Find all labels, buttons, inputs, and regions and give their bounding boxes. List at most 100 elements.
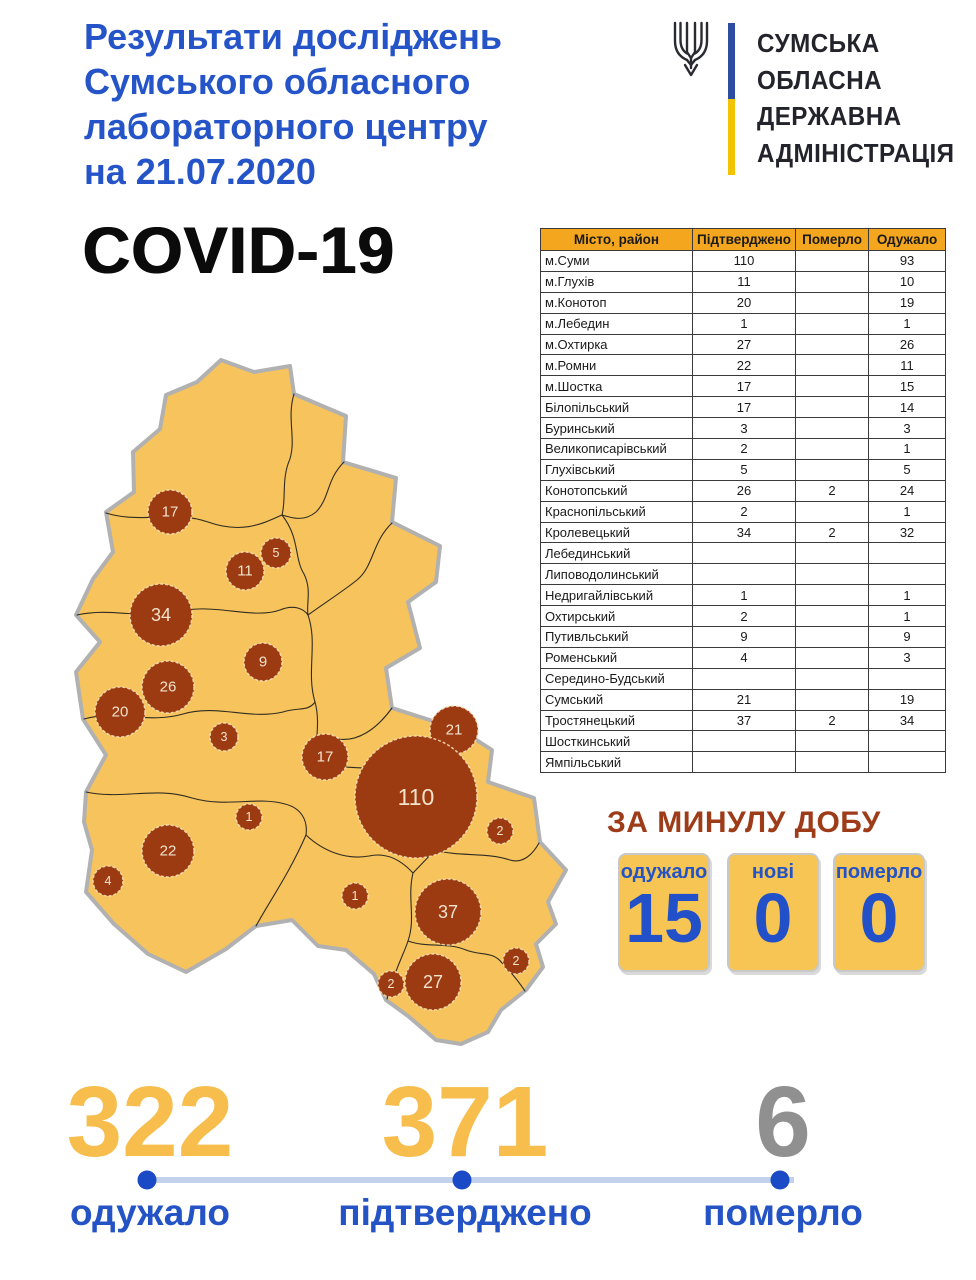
column-header-confirmed: Підтверджено	[691, 228, 797, 251]
district-name-cell: Шосткинський	[540, 730, 693, 753]
case-bubble: 20	[94, 686, 146, 738]
total-value: 371	[381, 1066, 549, 1178]
table-row: Середино-Будський	[540, 667, 947, 690]
value-cell: 11	[868, 354, 947, 377]
district-name-cell: Охтирський	[540, 605, 693, 628]
lastday-card-value: 15	[625, 879, 703, 957]
district-name-cell: Кролевецький	[540, 521, 693, 544]
value-cell	[795, 667, 870, 690]
logo-line-3: ДЕРЖАВНА	[757, 101, 902, 131]
column-header-died: Померло	[795, 228, 870, 251]
bubble-value-label: 4	[105, 874, 112, 888]
district-name-cell: м.Охтирка	[540, 333, 693, 356]
district-name-cell: Роменський	[540, 646, 693, 669]
value-cell: 37	[691, 709, 797, 732]
bubble-value-label: 20	[112, 704, 129, 721]
title-line-3: лабораторного центру	[84, 106, 488, 147]
table-row: м.Охтирка 27 26	[540, 333, 947, 356]
case-bubble: 27	[404, 953, 462, 1011]
table-row: Конотопський 26 2 24	[540, 479, 947, 502]
district-name-cell: м.Шостка	[540, 375, 693, 398]
district-name-cell: Середино-Будський	[540, 667, 693, 690]
case-bubble: 5	[260, 537, 292, 569]
value-cell	[795, 270, 870, 293]
district-name-cell: м.Суми	[540, 250, 693, 272]
value-cell: 19	[868, 688, 947, 711]
district-name-cell: Білопільський	[540, 396, 693, 419]
bubble-value-label: 22	[160, 843, 177, 860]
value-cell: 1	[868, 500, 947, 523]
value-cell	[691, 751, 797, 774]
district-name-cell: Конотопський	[540, 479, 693, 502]
administration-logo-text: СУМСЬКА ОБЛАСНА ДЕРЖАВНА АДМІНІСТРАЦІЯ	[757, 25, 955, 171]
table-row: Охтирський 2 1	[540, 605, 947, 628]
case-bubble: 34	[129, 583, 193, 647]
lastday-card-label: померло	[835, 861, 923, 883]
table-row: Кролевецький 34 2 32	[540, 521, 947, 544]
table-row: м.Конотоп 20 19	[540, 291, 947, 314]
table-row: Тростянецький 37 2 34	[540, 709, 947, 732]
district-name-cell: м.Конотоп	[540, 291, 693, 314]
page-title: Результати досліджень Сумського обласног…	[84, 14, 502, 194]
total-value: 322	[66, 1066, 234, 1178]
value-cell: 17	[691, 396, 797, 419]
value-cell: 9	[691, 626, 797, 648]
district-name-cell: Великописарівський	[540, 438, 693, 460]
case-bubble: 2	[502, 947, 530, 975]
value-cell: 3	[868, 417, 947, 440]
value-cell	[795, 646, 870, 669]
bubble-value-label: 2	[497, 824, 504, 838]
case-bubble: 3	[209, 722, 239, 752]
value-cell: 2	[691, 500, 797, 523]
value-cell: 9	[868, 626, 947, 648]
table-row: Буринський 3 3	[540, 417, 947, 440]
value-cell: 19	[868, 291, 947, 314]
total-value: 6	[755, 1066, 811, 1178]
lastday-card-value: 0	[859, 879, 899, 957]
table-row: Великописарівський 2 1	[540, 438, 947, 460]
value-cell	[795, 396, 870, 419]
case-bubble: 37	[414, 878, 482, 946]
value-cell: 5	[691, 458, 797, 481]
bubble-value-label: 11	[237, 563, 253, 580]
value-cell	[795, 605, 870, 628]
value-cell: 34	[868, 709, 947, 732]
value-cell	[795, 354, 870, 377]
logo-line-4: АДМІНІСТРАЦІЯ	[757, 137, 955, 168]
lastday-card-label: одужало	[620, 861, 708, 883]
bubble-value-label: 9	[259, 654, 267, 671]
case-bubble: 22	[141, 824, 195, 878]
district-name-cell: Глухівський	[540, 458, 693, 481]
value-cell: 3	[868, 646, 947, 669]
bubble-value-label: 1	[246, 810, 253, 824]
district-name-cell: м.Глухів	[540, 270, 693, 293]
value-cell	[795, 730, 870, 753]
value-cell	[795, 542, 870, 565]
case-bubble: 9	[243, 642, 283, 682]
value-cell: 1	[691, 312, 797, 335]
table-row: м.Лебедин 1 1	[540, 312, 947, 335]
value-cell: 110	[691, 250, 797, 272]
table-row: Шосткинський	[540, 730, 947, 753]
value-cell: 1	[691, 584, 797, 607]
value-cell: 2	[795, 521, 870, 544]
bubble-value-label: 21	[446, 722, 463, 739]
case-bubble: 26	[141, 660, 195, 714]
value-cell	[795, 688, 870, 711]
value-cell: 3	[691, 417, 797, 440]
case-bubble: 110	[354, 735, 478, 859]
value-cell	[795, 291, 870, 314]
value-cell	[795, 312, 870, 335]
value-cell	[868, 730, 947, 753]
value-cell	[691, 730, 797, 753]
timeline-dot	[770, 1170, 790, 1190]
lastday-card-recovered: одужало 15	[618, 853, 710, 972]
timeline-dot	[137, 1170, 157, 1190]
title-line-2: Сумського обласного	[84, 61, 471, 102]
table-row: Білопільський 17 14	[540, 396, 947, 419]
table-row: Липоводолинський	[540, 563, 947, 586]
lastday-card-label: нові	[751, 861, 795, 883]
logo-line-2: ОБЛАСНА	[757, 64, 883, 95]
